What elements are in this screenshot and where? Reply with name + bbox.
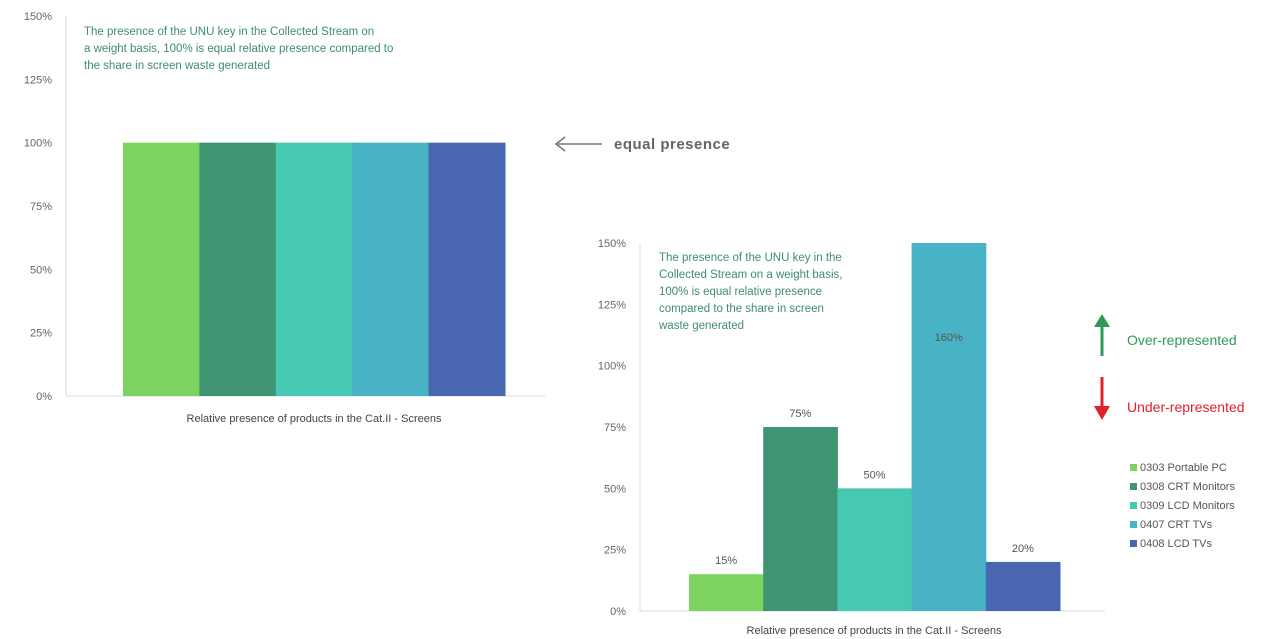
right-chart-y-tick: 125%	[598, 299, 626, 311]
legend-item: 0309 LCD Monitors	[1130, 500, 1235, 512]
right-chart: 0% 25% 50% 75% 100% 125% 150% 15% 75% 50% 160% 20%…	[598, 238, 1105, 637]
right-chart-data-label: 15%	[715, 555, 737, 567]
legend-swatch	[1130, 502, 1137, 509]
left-chart-note-line-2: a weight basis, 100% is equal relative p…	[84, 43, 393, 55]
right-chart-data-labels: 15% 75% 50% 160% 20%	[715, 332, 1034, 567]
arrow-left-icon	[554, 136, 602, 152]
legend-item: 0303 Portable PC	[1130, 462, 1227, 474]
right-chart-bar	[911, 243, 987, 611]
legend-item: 0408 LCD TVs	[1130, 538, 1212, 550]
right-chart-y-tick: 0%	[610, 606, 626, 618]
right-chart-data-label: 50%	[863, 469, 885, 481]
right-chart-note-line-3: 100% is equal relative presence	[659, 286, 822, 298]
legend-swatch	[1130, 483, 1137, 490]
right-chart-note-line-4: compared to the share in screen	[659, 303, 824, 315]
right-chart-bar	[763, 427, 838, 611]
right-chart-note-line-1: The presence of the UNU key in the	[659, 252, 842, 264]
right-chart-bar	[985, 561, 1061, 611]
left-chart-bar	[428, 142, 506, 396]
right-chart-y-tick: 100%	[598, 361, 626, 373]
left-chart-bar	[352, 142, 430, 396]
left-chart-note-line-1: The presence of the UNU key in the Colle…	[84, 26, 374, 38]
arrow-down-icon	[1094, 377, 1110, 420]
left-chart-bar	[199, 142, 277, 396]
right-chart-data-label: 160%	[935, 332, 963, 344]
over-represented-indicator: Over-represented	[1094, 314, 1237, 356]
equal-presence-indicator: equal presence	[554, 136, 730, 153]
left-chart-y-tick: 100%	[24, 138, 52, 150]
over-represented-label: Over-represented	[1127, 332, 1237, 348]
legend-swatch	[1130, 464, 1137, 471]
left-chart-bars	[123, 142, 506, 396]
right-chart-ticks: 0% 25% 50% 75% 100% 125% 150%	[598, 238, 626, 618]
left-chart-ticks: 0% 25% 50% 75% 100% 125% 150%	[24, 11, 52, 403]
legend-item: 0308 CRT Monitors	[1130, 481, 1235, 493]
right-chart-data-label: 75%	[789, 408, 811, 420]
left-chart-y-tick: 125%	[24, 74, 52, 86]
right-chart-y-tick: 25%	[604, 545, 626, 557]
legend-label: 0309 LCD Monitors	[1140, 500, 1235, 512]
legend-label: 0303 Portable PC	[1140, 462, 1227, 474]
legend-item: 0407 CRT TVs	[1130, 519, 1213, 531]
left-chart-note-line-3: the share in screen waste generated	[84, 60, 270, 72]
under-represented-label: Under-represented	[1127, 399, 1245, 415]
under-represented-indicator: Under-represented	[1094, 377, 1245, 420]
left-chart-y-tick: 0%	[36, 391, 52, 403]
right-chart-bars	[689, 243, 1061, 611]
left-chart-bar	[123, 142, 200, 396]
right-chart-y-tick: 50%	[604, 483, 626, 495]
right-chart-note-line-5: waste generated	[658, 320, 744, 332]
left-chart-y-tick: 25%	[30, 328, 52, 340]
left-chart-y-tick: 75%	[30, 201, 52, 213]
arrow-up-icon	[1094, 314, 1110, 356]
right-chart-bar	[689, 574, 764, 611]
legend-label: 0408 LCD TVs	[1140, 538, 1212, 550]
left-chart-y-tick: 150%	[24, 11, 52, 23]
right-chart-legend: 0303 Portable PC 0308 CRT Monitors 0309 LC…	[1130, 462, 1235, 550]
right-chart-y-tick: 75%	[604, 422, 626, 434]
right-chart-note-line-2: Collected Stream on a weight basis,	[659, 269, 842, 281]
left-chart: 0% 25% 50% 75% 100% 125% 150% The presence of …	[24, 11, 545, 425]
left-chart-x-label: Relative presence of products in the Cat…	[187, 413, 442, 425]
right-chart-bar	[837, 488, 913, 611]
legend-label: 0308 CRT Monitors	[1140, 481, 1235, 493]
left-chart-bar	[275, 142, 353, 396]
legend-label: 0407 CRT TVs	[1140, 519, 1213, 531]
legend-swatch	[1130, 540, 1137, 547]
equal-presence-label: equal presence	[614, 136, 730, 153]
left-chart-y-tick: 50%	[30, 264, 52, 276]
right-chart-data-label: 20%	[1012, 543, 1034, 555]
right-chart-x-label: Relative presence of products in the Cat…	[747, 625, 1002, 637]
right-chart-y-tick: 150%	[598, 238, 626, 250]
legend-swatch	[1130, 521, 1137, 528]
